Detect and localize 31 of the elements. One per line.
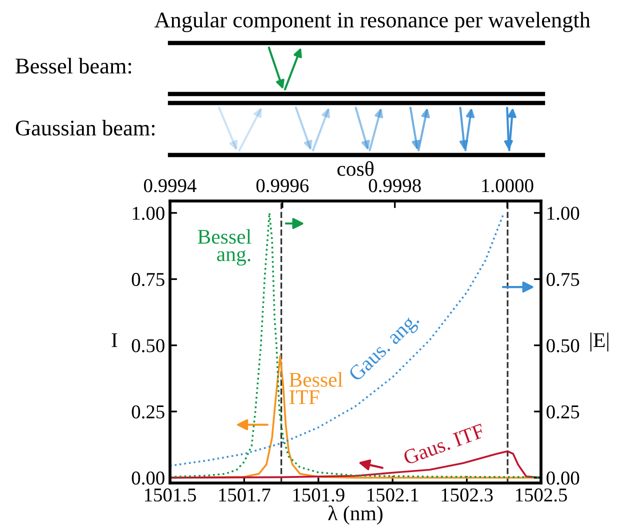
x2-tick-label: 0.9998: [368, 179, 421, 192]
y2-tick-label: 0.00: [546, 472, 580, 485]
series-label: Bessel ang.: [198, 229, 252, 266]
y2-tick-label: 0.50: [546, 339, 580, 352]
y2-tick-label: 0.25: [546, 405, 580, 419]
x-tick-label: 1501.7: [219, 488, 270, 502]
y2-tick-label: 1.00: [548, 206, 580, 220]
y2-tick-label: 0.75: [546, 272, 580, 286]
text: Bessel beam:: [16, 58, 132, 74]
x2-tick-label: 0.9994: [144, 179, 196, 192]
x2-tick-label: 0.9996: [256, 179, 309, 192]
y2-axis-title: |E|: [590, 332, 608, 352]
x-tick-label: 1501.9: [293, 488, 344, 502]
y-tick-label: 0.50: [132, 339, 164, 352]
y-tick-label: 0.00: [132, 472, 164, 485]
y-tick-label: 0.25: [132, 405, 164, 419]
x-tick-label: 1502.5: [516, 488, 567, 502]
x-tick-label: 1501.5: [144, 488, 196, 502]
x2-tick-label: 1.0000: [482, 179, 534, 192]
x2-axis-title: cosθ: [337, 161, 374, 176]
y-axis-title: I: [112, 333, 118, 348]
series-label: Bessel ITF: [289, 372, 343, 404]
text: Gaus. ITF: [402, 423, 486, 466]
text: Gaussian beam:: [16, 120, 155, 136]
x-tick-label: 1502.1: [368, 488, 418, 502]
x-tick-label: 1502.3: [442, 488, 493, 502]
y-tick-label: 0.75: [132, 272, 164, 286]
y-tick-label: 1.00: [132, 206, 164, 220]
chart-title: Angular component in resonance per wavelength: [154, 12, 590, 32]
text: Gaus. ang.: [348, 312, 423, 385]
x-axis-title: λ (nm): [328, 505, 382, 525]
